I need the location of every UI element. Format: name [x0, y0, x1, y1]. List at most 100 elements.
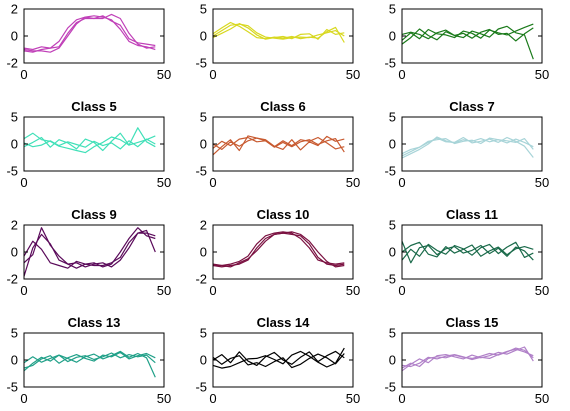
x-tick-label: 0: [398, 283, 405, 298]
x-tick-label: 50: [157, 175, 171, 190]
x-tick-label: 0: [20, 283, 27, 298]
series-line-2: [401, 25, 534, 60]
subplot-3: 50-50 50: [384, 2, 549, 83]
x-tick-label: 50: [157, 391, 171, 406]
series-line-2: [23, 127, 156, 152]
subplot-1: 20-20 50: [6, 2, 171, 83]
series-line-3: [212, 23, 345, 40]
series-line-1: [23, 15, 156, 51]
x-tick-label: 50: [346, 67, 360, 82]
series-line-2: [401, 241, 534, 261]
y-tick-label: -2: [6, 272, 18, 287]
series-line-3: [401, 348, 534, 368]
y-tick-label: 0: [11, 245, 18, 260]
x-tick-label: 0: [398, 67, 405, 82]
x-tick-label: 0: [209, 391, 216, 406]
subplot-2: 50-50 50: [195, 2, 360, 83]
x-tick-label: 0: [209, 283, 216, 298]
y-tick-label: -5: [384, 164, 396, 179]
y-tick-label: 0: [11, 353, 18, 368]
axes-frame: [23, 8, 165, 64]
y-tick-label: 2: [11, 218, 18, 233]
y-tick-label: 5: [389, 110, 396, 125]
series-line-2: [212, 23, 345, 40]
x-tick-label: 50: [535, 283, 549, 298]
y-tick-label: 5: [389, 2, 396, 17]
series-line-1: [23, 350, 156, 378]
x-tick-label: 50: [535, 175, 549, 190]
x-tick-label: 0: [20, 391, 27, 406]
y-tick-label: -5: [195, 56, 207, 71]
y-tick-label: 0: [200, 245, 207, 260]
series-line-3: [23, 227, 156, 269]
y-tick-label: 0: [11, 29, 18, 44]
y-tick-label: -2: [195, 272, 207, 287]
y-tick-label: -5: [195, 164, 207, 179]
y-tick-label: 0: [389, 245, 396, 260]
x-tick-label: 50: [346, 283, 360, 298]
y-tick-label: -5: [6, 164, 18, 179]
subplot-title: Class 10: [257, 207, 310, 222]
y-tick-label: -5: [384, 56, 396, 71]
x-tick-label: 0: [209, 67, 216, 82]
series-line-3: [213, 231, 345, 268]
x-tick-label: 50: [535, 391, 549, 406]
y-tick-label: 0: [200, 137, 207, 152]
y-tick-label: 2: [200, 218, 207, 233]
x-tick-label: 0: [20, 175, 27, 190]
x-tick-label: 50: [157, 67, 171, 82]
series-line-3: [212, 353, 345, 369]
subplot-title: Class 5: [71, 99, 117, 114]
y-tick-label: 5: [200, 110, 207, 125]
y-tick-label: 5: [200, 2, 207, 17]
y-tick-label: 5: [389, 218, 396, 233]
y-tick-label: -5: [195, 380, 207, 395]
x-tick-label: 0: [398, 391, 405, 406]
series-line-2: [23, 15, 156, 53]
y-tick-label: 2: [11, 2, 18, 17]
y-tick-label: 0: [389, 137, 396, 152]
series-line-3: [23, 138, 156, 150]
x-tick-label: 0: [20, 67, 27, 82]
y-tick-label: 5: [389, 326, 396, 341]
series-line-1: [23, 132, 156, 154]
series-line-3: [401, 241, 534, 258]
x-tick-label: 0: [398, 175, 405, 190]
subplot-title: Class 14: [257, 315, 311, 330]
y-tick-label: 5: [11, 326, 18, 341]
series-line-2: [401, 346, 534, 372]
series-line-3: [212, 135, 345, 151]
series-line-2: [212, 232, 345, 268]
subplot-title: Class 7: [449, 99, 495, 114]
y-tick-label: 5: [200, 326, 207, 341]
series-line-1: [212, 350, 345, 366]
series-line-1: [401, 23, 534, 41]
y-tick-label: 5: [11, 110, 18, 125]
subplot-title: Class 6: [260, 99, 306, 114]
x-tick-label: 50: [157, 283, 171, 298]
x-tick-label: 50: [346, 391, 360, 406]
y-tick-label: -5: [384, 380, 396, 395]
subplot-title: Class 9: [71, 207, 117, 222]
series-line-1: [212, 135, 345, 156]
y-tick-label: 0: [11, 137, 18, 152]
series-line-2: [212, 347, 345, 369]
y-tick-label: -2: [6, 56, 18, 71]
series-line-2: [23, 351, 156, 369]
y-tick-label: 0: [200, 353, 207, 368]
subplot-title: Class 13: [68, 315, 121, 330]
x-tick-label: 50: [535, 67, 549, 82]
series-line-3: [401, 27, 534, 42]
x-tick-label: 0: [209, 175, 216, 190]
series-line-2: [23, 227, 156, 268]
series-line-3: [23, 352, 156, 364]
y-tick-label: -5: [6, 380, 18, 395]
